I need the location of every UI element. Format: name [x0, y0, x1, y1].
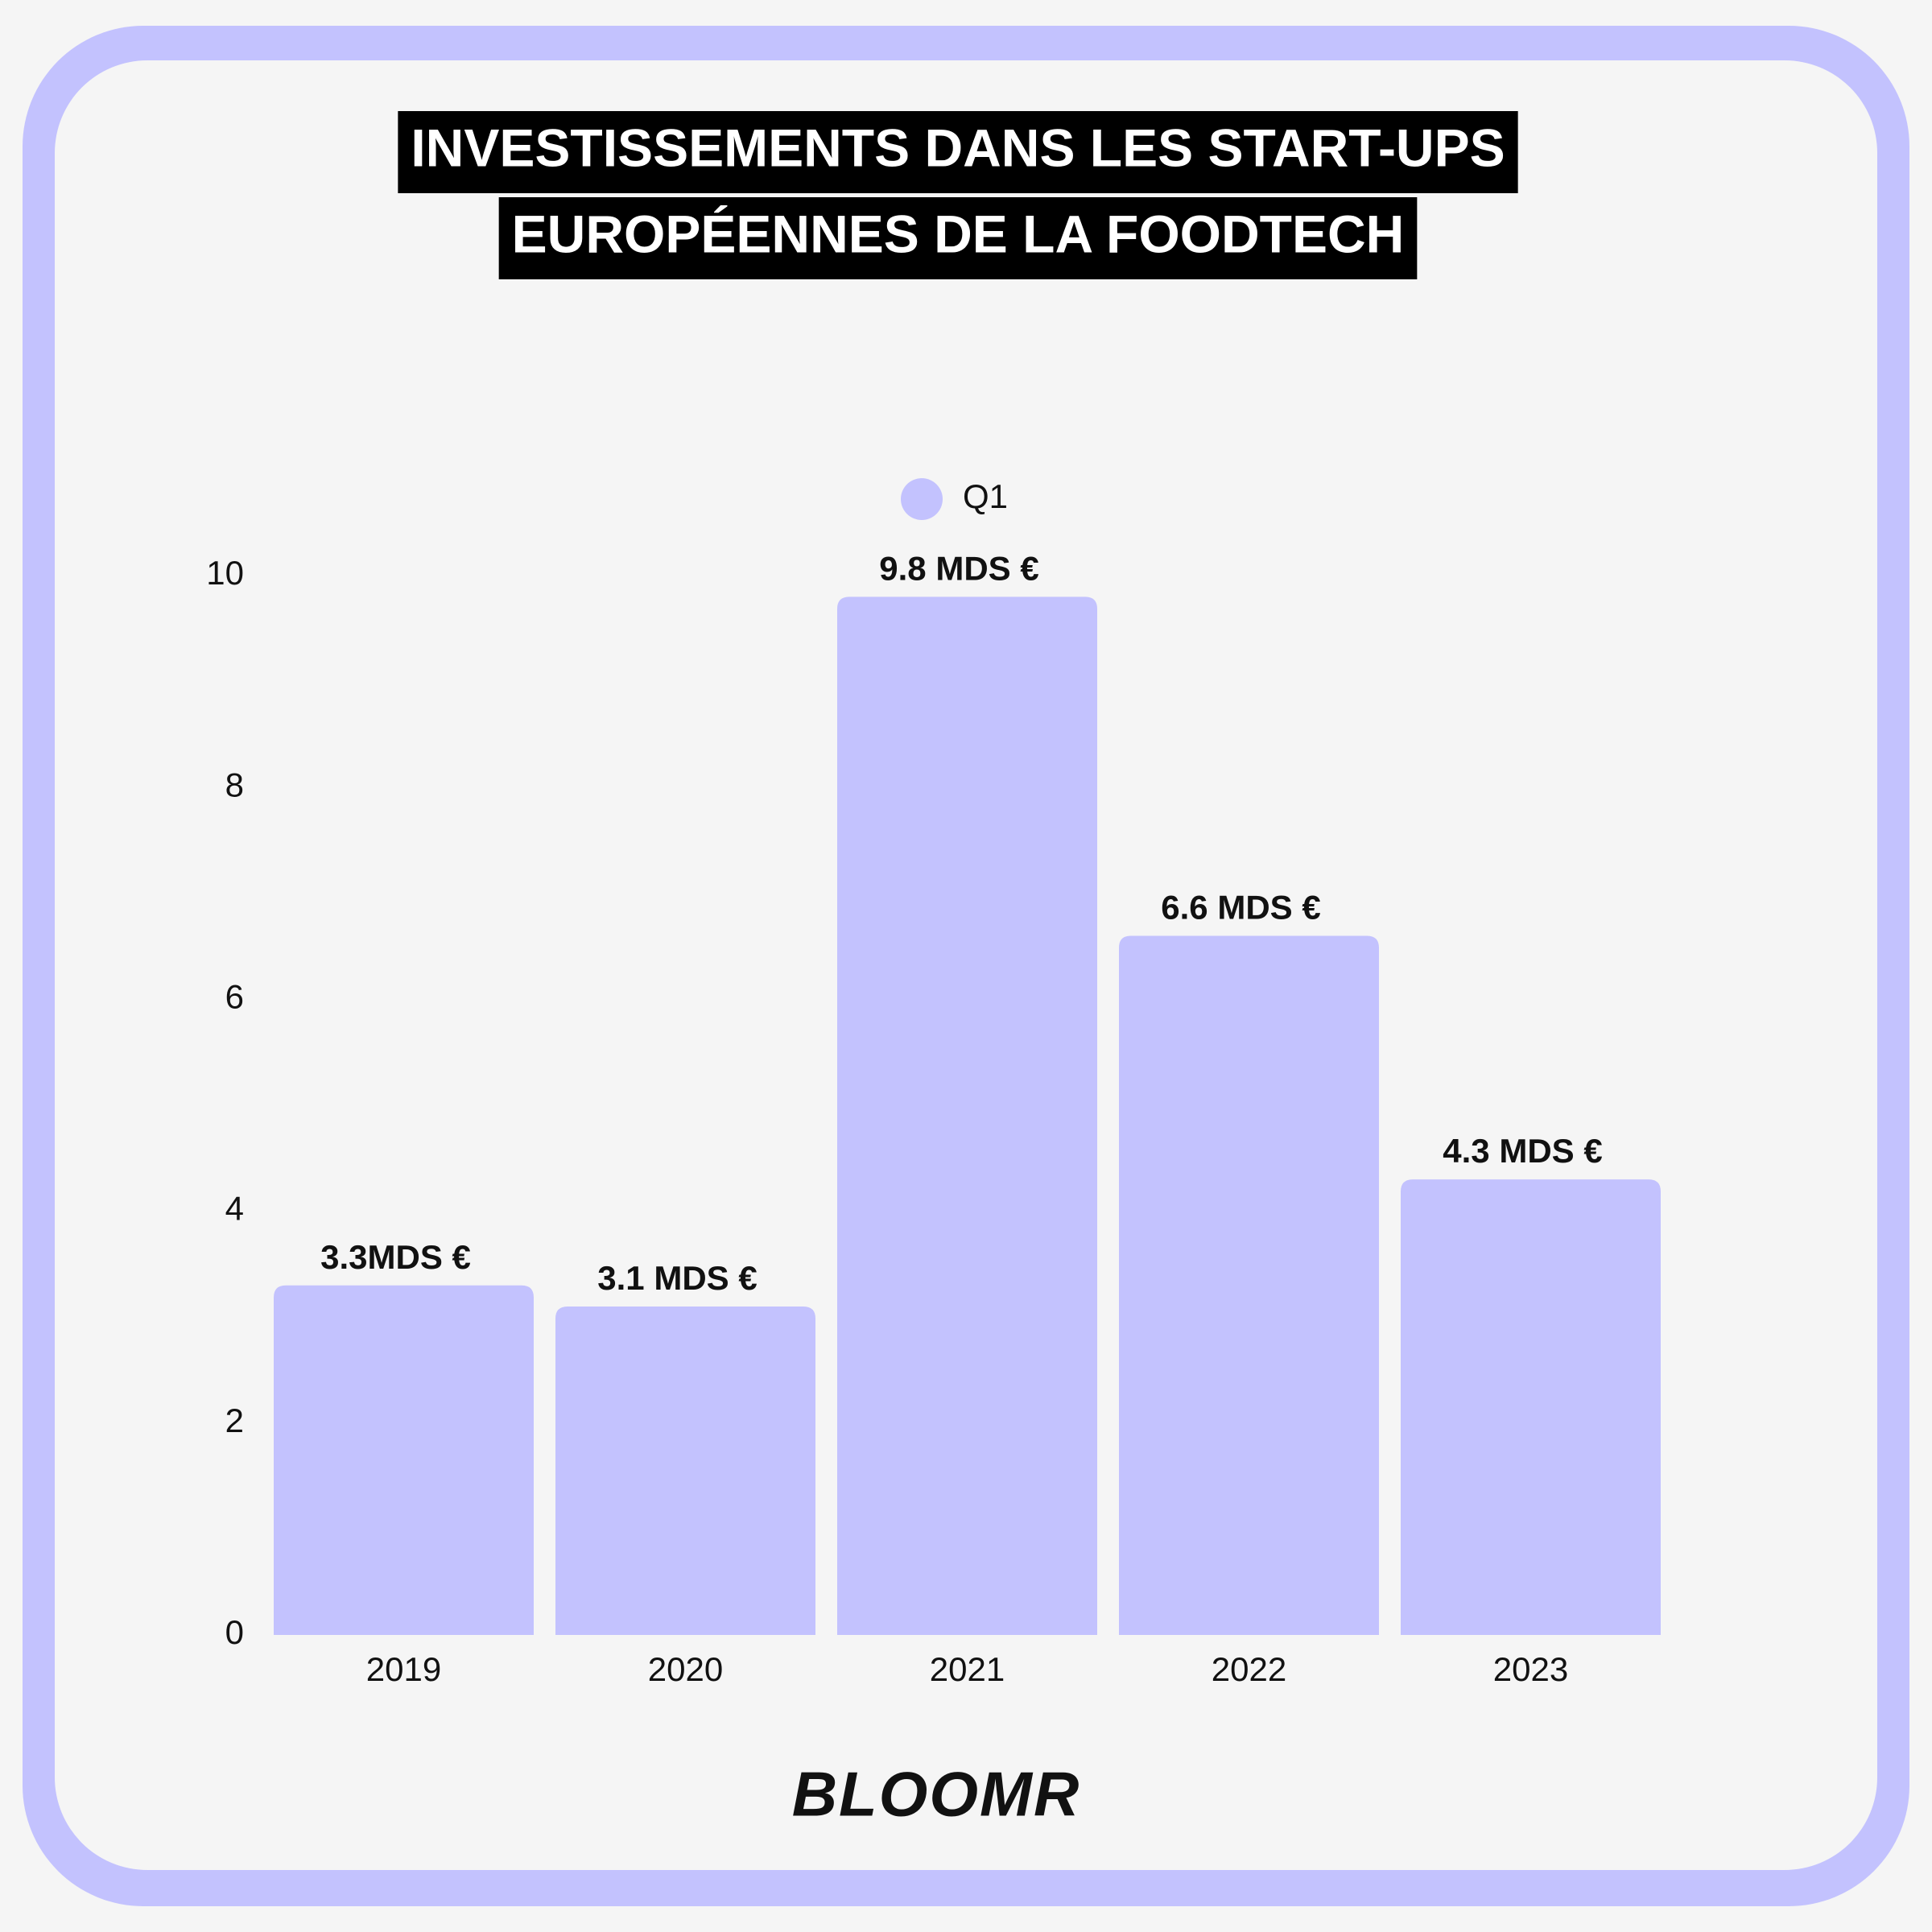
bar: [555, 1307, 815, 1635]
y-tick-label: 4: [225, 1190, 244, 1228]
title-box: [398, 111, 1518, 193]
legend-label: Q1: [963, 477, 1008, 515]
x-tick-label: 2019: [366, 1650, 441, 1688]
value-label: 9.8 MDS €: [879, 549, 1038, 587]
x-tick-label: 2022: [1212, 1650, 1286, 1688]
y-tick-label: 2: [225, 1402, 244, 1439]
bar: [1119, 935, 1379, 1635]
y-tick-label: 10: [206, 554, 244, 592]
chart-title: INVESTISSEMENTS DANS LES START-UPS: [411, 118, 1505, 177]
x-tick-label: 2023: [1493, 1650, 1568, 1688]
value-label: 4.3 MDS €: [1443, 1132, 1602, 1170]
brand-logo: BLOOMR: [792, 1759, 1081, 1830]
chart-title: EUROPÉENNES DE LA FOODTECH: [512, 204, 1405, 263]
value-label: 3.3MDS €: [320, 1238, 471, 1276]
y-tick-label: 8: [225, 766, 244, 803]
title-box: [498, 197, 1418, 279]
y-tick-label: 6: [225, 977, 244, 1015]
value-label: 3.1 MDS €: [597, 1259, 757, 1297]
bar: [837, 597, 1097, 1635]
bar: [274, 1285, 534, 1635]
value-label: 6.6 MDS €: [1161, 889, 1320, 927]
x-tick-label: 2021: [930, 1650, 1005, 1688]
x-tick-label: 2020: [648, 1650, 723, 1688]
y-tick-label: 0: [225, 1613, 244, 1651]
legend-swatch: [901, 478, 943, 520]
bar: [1401, 1179, 1661, 1635]
